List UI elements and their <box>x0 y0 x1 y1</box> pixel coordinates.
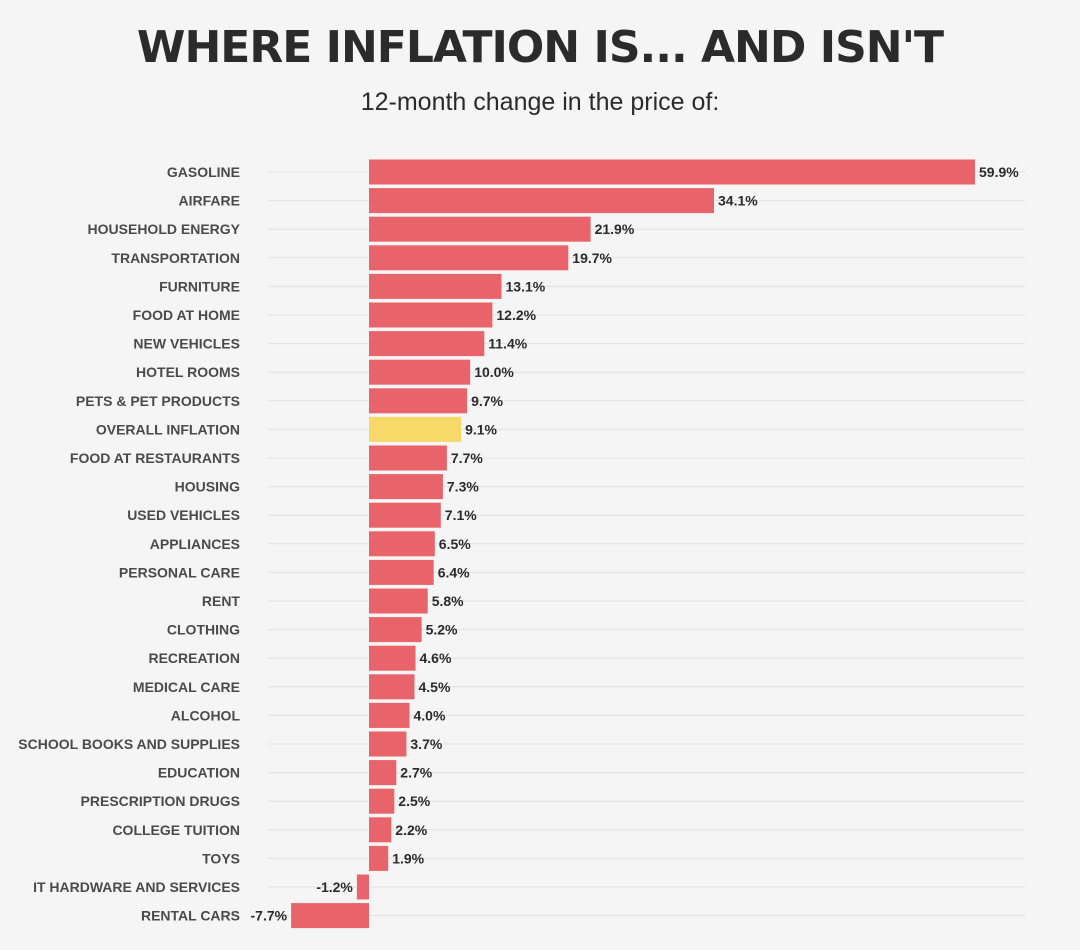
bar-college-tuition <box>369 817 392 843</box>
category-label-rent: RENT <box>202 593 241 609</box>
category-label-transportation: TRANSPORTATION <box>111 250 240 266</box>
category-label-medical-care: MEDICAL CARE <box>133 679 240 695</box>
chart-title: WHERE INFLATION IS... AND ISN'T <box>136 22 944 73</box>
bar-appliances <box>369 531 435 557</box>
category-label-used-vehicles: USED VEHICLES <box>127 507 240 523</box>
category-label-overall-inflation: OVERALL INFLATION <box>96 421 240 437</box>
value-label-furniture: 13.1% <box>506 278 546 294</box>
value-label-recreation: 4.6% <box>420 650 452 666</box>
category-label-recreation: RECREATION <box>148 650 240 666</box>
category-label-appliances: APPLIANCES <box>150 536 240 552</box>
value-label-housing: 7.3% <box>447 479 479 495</box>
value-label-college-tuition: 2.2% <box>395 822 427 838</box>
value-label-prescription-drugs: 2.5% <box>398 793 430 809</box>
bar-rent <box>369 588 428 614</box>
category-label-new-vehicles: NEW VEHICLES <box>133 336 240 352</box>
category-label-airfare: AIRFARE <box>179 193 240 209</box>
value-label-food-at-restaurants: 7.7% <box>451 450 483 466</box>
value-label-new-vehicles: 11.4% <box>488 336 527 352</box>
value-label-rent: 5.8% <box>432 593 464 609</box>
value-label-transportation: 19.7% <box>572 250 612 266</box>
category-label-furniture: FURNITURE <box>159 278 240 294</box>
category-label-prescription-drugs: PRESCRIPTION DRUGS <box>81 793 240 809</box>
value-label-rental-cars: -7.7% <box>251 908 288 924</box>
bar-new-vehicles <box>369 331 485 357</box>
category-label-gasoline: GASOLINE <box>167 164 240 180</box>
value-label-food-at-home: 12.2% <box>496 307 536 323</box>
bar-housing <box>369 474 443 500</box>
value-label-medical-care: 4.5% <box>419 679 451 695</box>
value-label-alcohol: 4.0% <box>414 707 446 723</box>
value-label-overall-inflation: 9.1% <box>465 421 497 437</box>
value-label-hotel-rooms: 10.0% <box>474 364 514 380</box>
category-label-personal-care: PERSONAL CARE <box>119 564 240 580</box>
category-label-pets-pet-products: PETS & PET PRODUCTS <box>76 393 240 409</box>
category-label-school-books-and-supplies: SCHOOL BOOKS AND SUPPLIES <box>18 736 240 752</box>
bar-medical-care <box>369 674 415 700</box>
value-label-school-books-and-supplies: 3.7% <box>410 736 442 752</box>
bar-food-at-home <box>369 302 493 328</box>
category-label-clothing: CLOTHING <box>167 622 240 638</box>
bar-education <box>369 760 397 786</box>
bar-transportation <box>369 245 569 271</box>
bar-furniture <box>369 273 502 299</box>
bar-used-vehicles <box>369 502 441 528</box>
bar-prescription-drugs <box>369 788 395 814</box>
category-label-education: EDUCATION <box>158 765 240 781</box>
value-label-education: 2.7% <box>400 765 432 781</box>
value-label-gasoline: 59.9% <box>979 164 1019 180</box>
value-label-used-vehicles: 7.1% <box>445 507 477 523</box>
value-label-pets-pet-products: 9.7% <box>471 393 503 409</box>
bar-recreation <box>369 645 416 671</box>
value-label-toys: 1.9% <box>392 850 424 866</box>
bar-it-hardware-and-services <box>356 874 369 900</box>
value-label-clothing: 5.2% <box>426 622 458 638</box>
bar-hotel-rooms <box>369 359 471 385</box>
bar-household-energy <box>369 216 591 242</box>
bar-pets-pet-products <box>369 388 468 414</box>
value-label-personal-care: 6.4% <box>438 564 470 580</box>
category-label-housing: HOUSING <box>175 479 240 495</box>
category-label-toys: TOYS <box>202 850 240 866</box>
bar-gasoline <box>369 159 975 185</box>
value-label-it-hardware-and-services: -1.2% <box>316 879 353 895</box>
bar-school-books-and-supplies <box>369 731 407 757</box>
bar-alcohol <box>369 702 410 728</box>
value-label-airfare: 34.1% <box>718 193 758 209</box>
category-label-hotel-rooms: HOTEL ROOMS <box>136 364 240 380</box>
chart-subtitle: 12-month change in the price of: <box>360 88 720 116</box>
category-label-food-at-restaurants: FOOD AT RESTAURANTS <box>70 450 240 466</box>
category-label-food-at-home: FOOD AT HOME <box>133 307 240 323</box>
bar-personal-care <box>369 559 434 585</box>
category-label-rental-cars: RENTAL CARS <box>141 908 240 924</box>
labels: GASOLINE 59.9% AIRFARE 34.1% HOUSEHOLD ENERG… <box>18 164 1019 924</box>
category-label-it-hardware-and-services: IT HARDWARE AND SERVICES <box>33 879 240 895</box>
bar-airfare <box>369 188 714 214</box>
value-label-appliances: 6.5% <box>439 536 471 552</box>
value-label-household-energy: 21.9% <box>595 221 635 237</box>
category-label-household-energy: HOUSEHOLD ENERGY <box>88 221 241 237</box>
category-label-college-tuition: COLLEGE TUITION <box>112 822 240 838</box>
bar-rental-cars <box>291 903 369 929</box>
category-label-alcohol: ALCOHOL <box>171 707 241 723</box>
bar-food-at-restaurants <box>369 445 447 471</box>
bar-clothing <box>369 617 422 643</box>
bar-overall-inflation <box>369 416 462 442</box>
bars <box>291 159 975 929</box>
bar-toys <box>369 845 389 871</box>
